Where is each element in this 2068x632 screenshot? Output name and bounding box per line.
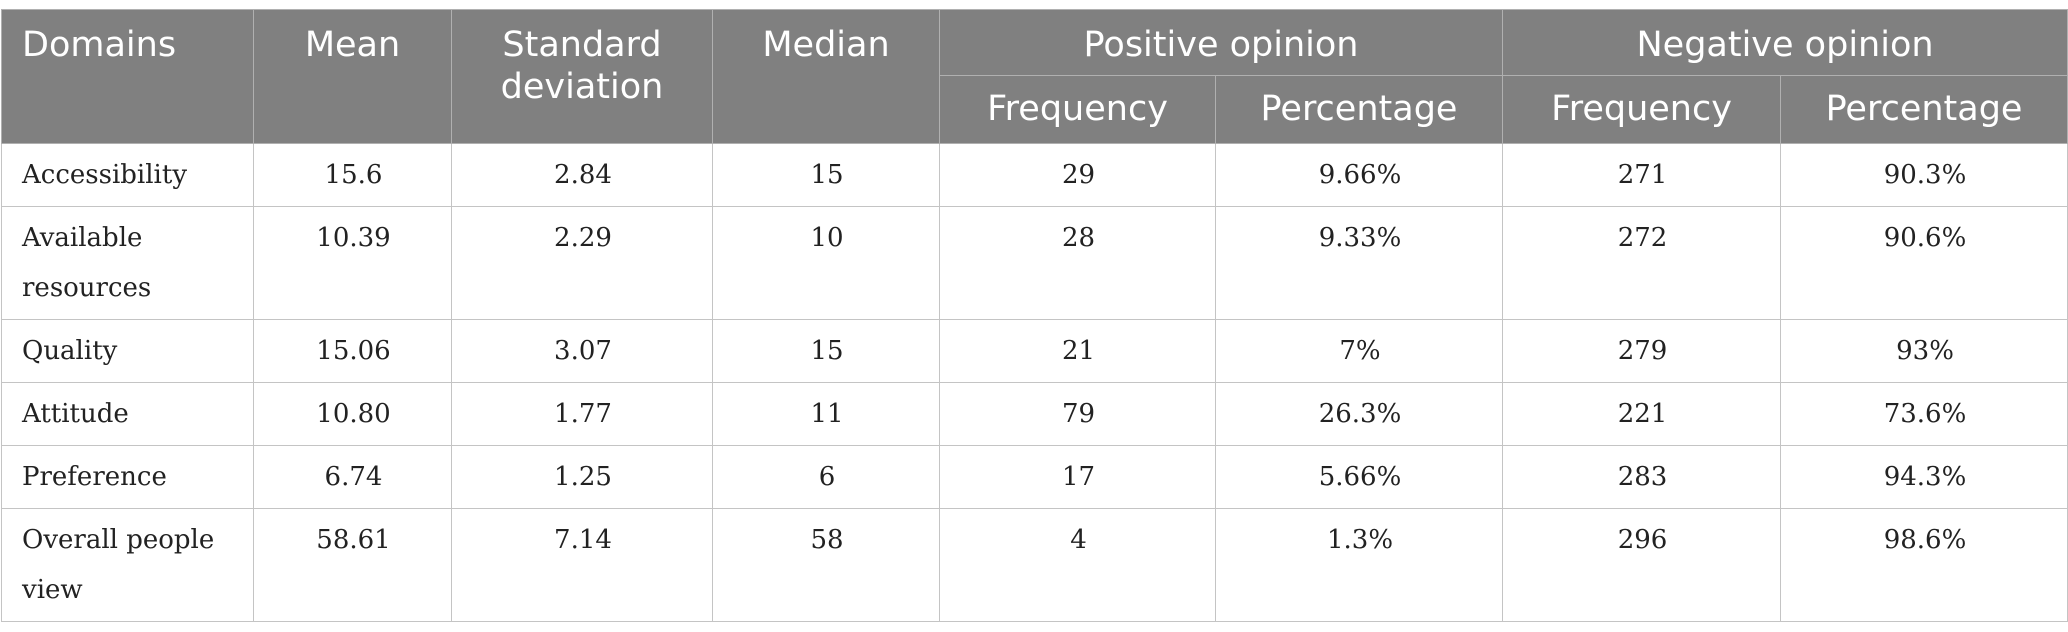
cell-negative-percentage: 90.3% bbox=[1780, 143, 2068, 207]
cell-median: 15 bbox=[712, 319, 940, 383]
cell-median: 15 bbox=[712, 143, 940, 207]
table-row: Quality 15.06 3.07 15 21 7% 279 93% bbox=[1, 319, 2068, 383]
cell-median: 11 bbox=[712, 382, 940, 446]
header-positive-percentage: Percentage bbox=[1214, 75, 1504, 144]
cell-mean: 10.80 bbox=[253, 382, 452, 446]
cell-positive-frequency: 29 bbox=[939, 143, 1216, 207]
header-positive-frequency: Frequency bbox=[939, 75, 1216, 144]
cell-sd: 1.25 bbox=[451, 445, 713, 509]
cell-negative-frequency: 279 bbox=[1502, 319, 1782, 383]
cell-negative-frequency: 221 bbox=[1502, 382, 1782, 446]
cell-negative-frequency: 271 bbox=[1502, 143, 1782, 207]
header-negative-opinion: Negative opinion bbox=[1502, 9, 2068, 76]
header-median: Median bbox=[712, 9, 940, 144]
header-standard-deviation: Standard deviation bbox=[451, 9, 713, 144]
cell-positive-frequency: 21 bbox=[939, 319, 1216, 383]
cell-positive-percentage: 26.3% bbox=[1214, 382, 1504, 446]
table-row: Preference 6.74 1.25 6 17 5.66% 283 94.3… bbox=[1, 445, 2068, 509]
cell-domain: Overall people view bbox=[1, 508, 254, 622]
cell-positive-frequency: 79 bbox=[939, 382, 1216, 446]
cell-positive-frequency: 17 bbox=[939, 445, 1216, 509]
cell-domain: Attitude bbox=[1, 382, 254, 446]
cell-domain: Quality bbox=[1, 319, 254, 383]
cell-mean: 15.6 bbox=[253, 143, 452, 207]
cell-positive-frequency: 28 bbox=[939, 206, 1216, 320]
cell-positive-percentage: 5.66% bbox=[1214, 445, 1504, 509]
cell-domain: Accessibility bbox=[1, 143, 254, 207]
cell-sd: 2.29 bbox=[451, 206, 713, 320]
cell-median: 10 bbox=[712, 206, 940, 320]
cell-sd: 2.84 bbox=[451, 143, 713, 207]
cell-mean: 6.74 bbox=[253, 445, 452, 509]
cell-negative-percentage: 94.3% bbox=[1780, 445, 2068, 509]
cell-mean: 15.06 bbox=[253, 319, 452, 383]
cell-negative-frequency: 296 bbox=[1502, 508, 1782, 622]
table-row: Accessibility 15.6 2.84 15 29 9.66% 271 … bbox=[1, 143, 2068, 207]
cell-negative-frequency: 283 bbox=[1502, 445, 1782, 509]
table-row: Attitude 10.80 1.77 11 79 26.3% 221 73.6… bbox=[1, 382, 2068, 446]
header-negative-percentage: Percentage bbox=[1780, 75, 2068, 144]
cell-median: 58 bbox=[712, 508, 940, 622]
cell-sd: 3.07 bbox=[451, 319, 713, 383]
header-row-2: Frequency Percentage Frequency Percentag… bbox=[2, 75, 2068, 144]
cell-positive-percentage: 9.66% bbox=[1214, 143, 1504, 207]
cell-mean: 58.61 bbox=[253, 508, 452, 622]
table-container: Domains Mean Standard deviation Median P… bbox=[1, 9, 2068, 622]
cell-positive-percentage: 1.3% bbox=[1214, 508, 1504, 622]
cell-negative-percentage: 98.6% bbox=[1780, 508, 2068, 622]
cell-domain: Available resources bbox=[1, 206, 254, 320]
cell-positive-percentage: 7% bbox=[1214, 319, 1504, 383]
header-mean: Mean bbox=[253, 9, 452, 144]
cell-negative-frequency: 272 bbox=[1502, 206, 1782, 320]
header-positive-opinion: Positive opinion bbox=[938, 9, 1504, 76]
cell-negative-percentage: 73.6% bbox=[1780, 382, 2068, 446]
header-domains: Domains bbox=[1, 9, 254, 144]
cell-sd: 1.77 bbox=[451, 382, 713, 446]
header-row-1: Domains Mean Standard deviation Median P… bbox=[1, 9, 2068, 144]
cell-mean: 10.39 bbox=[253, 206, 452, 320]
header-negative-frequency: Frequency bbox=[1502, 75, 1782, 144]
cell-domain: Preference bbox=[1, 445, 254, 509]
cell-negative-percentage: 93% bbox=[1780, 319, 2068, 383]
cell-sd: 7.14 bbox=[451, 508, 713, 622]
cell-positive-percentage: 9.33% bbox=[1214, 206, 1504, 320]
data-table: Domains Mean Standard deviation Median P… bbox=[1, 9, 2068, 622]
table-row: Overall people view 58.61 7.14 58 4 1.3%… bbox=[1, 508, 2068, 622]
cell-negative-percentage: 90.6% bbox=[1780, 206, 2068, 320]
table-row: Available resources 10.39 2.29 10 28 9.3… bbox=[1, 206, 2068, 320]
cell-positive-frequency: 4 bbox=[939, 508, 1216, 622]
cell-median: 6 bbox=[712, 445, 940, 509]
